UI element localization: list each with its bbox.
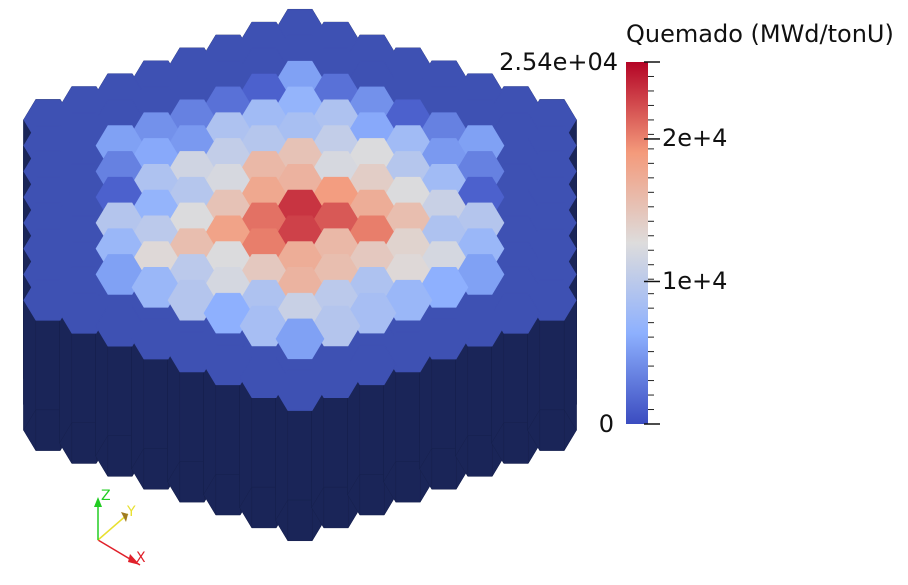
fuel-assembly-cell [167,279,217,321]
reflector-cell [59,292,109,334]
fuel-assembly-cell [131,267,181,308]
reflector-cell [167,331,217,373]
reflector-cell [131,318,181,360]
reflector-cell [95,305,145,347]
reactor-core-model[interactable] [23,8,577,542]
core-assembly-map [95,60,505,360]
colorbar-min-label: 0 [598,410,614,438]
y-arrow-icon [121,512,128,522]
reflector-cell [203,344,253,386]
x-axis-label: X [136,550,146,566]
fuel-assembly-cell [275,318,325,360]
y-axis-icon [97,513,129,541]
colorbar-tick-label: 2e+4 [662,124,728,152]
colorbar-title: Quemado (MWd/tonU) [626,20,894,48]
colorbar-minor-ticks [644,61,660,425]
orientation-axes-icon: X Y Z [94,488,146,566]
colorbar-gradient [626,62,648,424]
color-legend [626,61,660,425]
fuel-assembly-cell [95,254,145,295]
y-axis-label: Y [126,504,136,520]
z-axis-label: Z [101,488,111,504]
reflector-cell [239,357,289,398]
z-arrow-icon [94,497,102,507]
reflector-cell [23,279,73,321]
colorbar-max-label: 2.54e+04 [499,48,618,76]
reflector-cell [275,369,325,411]
colorbar-tick-label: 1e+4 [662,267,728,295]
fuel-assembly-cell [239,305,289,347]
fuel-assembly-cell [203,292,253,334]
x-arrow-icon [128,554,140,565]
